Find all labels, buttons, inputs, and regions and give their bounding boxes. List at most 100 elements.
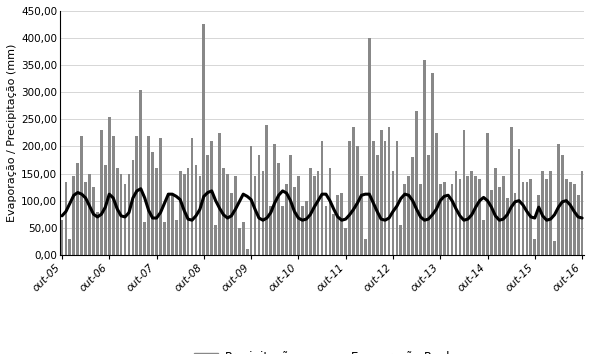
Bar <box>258 155 261 255</box>
Bar <box>384 141 387 255</box>
Bar <box>199 176 202 255</box>
Bar <box>392 171 394 255</box>
Bar <box>92 187 95 255</box>
Bar <box>561 155 564 255</box>
Bar <box>85 182 87 255</box>
Bar <box>183 173 186 255</box>
Bar <box>557 144 560 255</box>
Legend: Precipitação, Evaporação Real: Precipitação, Evaporação Real <box>190 346 454 354</box>
Bar <box>120 173 122 255</box>
Bar <box>324 206 327 255</box>
Bar <box>159 138 162 255</box>
Bar <box>333 214 335 255</box>
Bar <box>281 206 284 255</box>
Bar <box>309 168 311 255</box>
Bar <box>124 184 126 255</box>
Bar <box>395 141 398 255</box>
Bar <box>289 155 292 255</box>
Bar <box>210 141 213 255</box>
Bar <box>494 168 497 255</box>
Bar <box>368 38 371 255</box>
Bar <box>537 195 540 255</box>
Bar <box>151 152 154 255</box>
Bar <box>545 179 548 255</box>
Bar <box>242 222 245 255</box>
Bar <box>541 171 544 255</box>
Bar <box>423 60 426 255</box>
Bar <box>407 176 410 255</box>
Bar <box>388 127 391 255</box>
Bar <box>380 130 382 255</box>
Bar <box>447 198 450 255</box>
Bar <box>454 171 457 255</box>
Bar <box>64 182 67 255</box>
Bar <box>549 171 552 255</box>
Bar <box>234 176 237 255</box>
Y-axis label: Evaporação / Precipitação (mm): Evaporação / Precipitação (mm) <box>7 44 17 222</box>
Bar <box>336 195 339 255</box>
Bar <box>372 141 375 255</box>
Bar <box>364 239 367 255</box>
Bar <box>167 193 170 255</box>
Bar <box>431 73 434 255</box>
Bar <box>352 127 355 255</box>
Bar <box>104 165 107 255</box>
Bar <box>340 193 343 255</box>
Bar <box>96 211 99 255</box>
Bar <box>144 222 146 255</box>
Bar <box>435 133 438 255</box>
Bar <box>100 130 103 255</box>
Bar <box>269 206 272 255</box>
Bar <box>293 187 296 255</box>
Bar <box>427 155 430 255</box>
Bar <box>577 195 580 255</box>
Bar <box>463 130 465 255</box>
Bar <box>475 176 477 255</box>
Bar <box>565 179 568 255</box>
Bar <box>530 179 532 255</box>
Bar <box>329 168 332 255</box>
Bar <box>215 225 217 255</box>
Bar <box>246 250 249 255</box>
Bar <box>191 138 193 255</box>
Bar <box>490 190 493 255</box>
Bar <box>301 206 304 255</box>
Bar <box>573 184 576 255</box>
Bar <box>482 219 485 255</box>
Bar <box>265 125 268 255</box>
Bar <box>321 141 323 255</box>
Bar <box>518 149 521 255</box>
Bar <box>534 239 536 255</box>
Bar <box>203 24 205 255</box>
Bar <box>128 173 131 255</box>
Bar <box>451 184 453 255</box>
Bar <box>569 182 571 255</box>
Bar <box>80 136 83 255</box>
Bar <box>439 184 441 255</box>
Bar <box>116 168 119 255</box>
Bar <box>502 176 505 255</box>
Bar <box>175 219 178 255</box>
Bar <box>345 228 347 255</box>
Bar <box>404 184 406 255</box>
Bar <box>254 176 256 255</box>
Bar <box>147 136 150 255</box>
Bar <box>132 160 134 255</box>
Bar <box>262 171 264 255</box>
Bar <box>348 141 351 255</box>
Bar <box>459 179 462 255</box>
Bar <box>155 168 158 255</box>
Bar <box>222 168 225 255</box>
Bar <box>206 155 209 255</box>
Bar <box>419 184 422 255</box>
Bar <box>238 228 241 255</box>
Bar <box>360 176 363 255</box>
Bar <box>218 133 221 255</box>
Bar <box>230 193 233 255</box>
Bar <box>171 195 174 255</box>
Bar <box>525 182 528 255</box>
Bar <box>135 136 138 255</box>
Bar <box>163 222 166 255</box>
Bar <box>411 157 414 255</box>
Bar <box>522 182 524 255</box>
